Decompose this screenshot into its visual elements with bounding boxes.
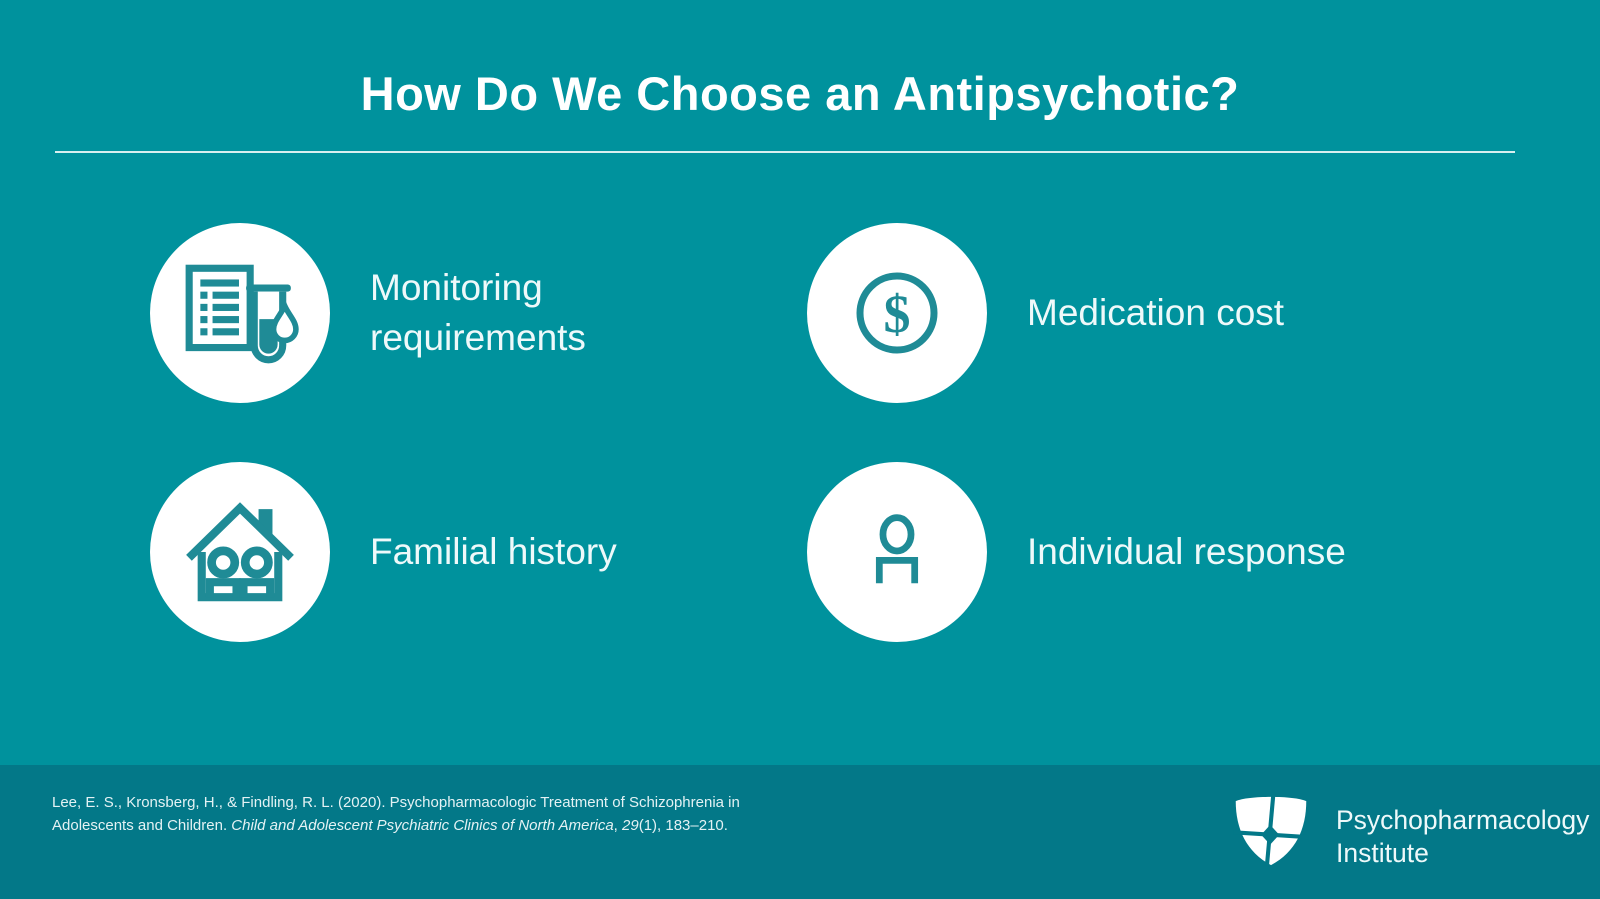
svg-text:$: $ xyxy=(884,284,911,344)
title-divider xyxy=(55,151,1515,153)
item-label: Familial history xyxy=(370,530,617,572)
item-monitoring-requirements: Monitoring requirements xyxy=(150,223,660,403)
logo-text: Psychopharmacology Institute xyxy=(1336,804,1589,870)
icon-circle: $ xyxy=(807,223,987,403)
footer-bar: Lee, E. S., Kronsberg, H., & Findling, R… xyxy=(0,765,1600,899)
item-medication-cost: $ Medication cost xyxy=(807,223,1284,403)
logo: Psychopharmacology Institute xyxy=(1230,790,1589,873)
family-house-icon xyxy=(182,494,298,610)
item-familial-history: Familial history xyxy=(150,462,617,642)
item-label: Medication cost xyxy=(1027,291,1285,333)
citation: Lee, E. S., Kronsberg, H., & Findling, R… xyxy=(52,794,740,834)
item-individual-response: Individual response xyxy=(807,462,1346,642)
page-title: How Do We Choose an Antipsychotic? xyxy=(360,67,1240,120)
logo-line2: Institute xyxy=(1336,837,1429,868)
shield-cross-logo-icon xyxy=(1230,790,1312,873)
logo-line1: Psychopharmacology xyxy=(1336,804,1590,835)
dollar-coin-icon: $ xyxy=(847,263,947,363)
icon-circle xyxy=(150,462,330,642)
icon-circle xyxy=(807,462,987,642)
icon-circle xyxy=(150,223,330,403)
person-icon xyxy=(845,500,949,604)
item-label: Individual response xyxy=(1027,530,1346,572)
lab-report-test-tube-icon xyxy=(179,259,301,367)
item-label: Monitoring requirements xyxy=(370,266,586,358)
